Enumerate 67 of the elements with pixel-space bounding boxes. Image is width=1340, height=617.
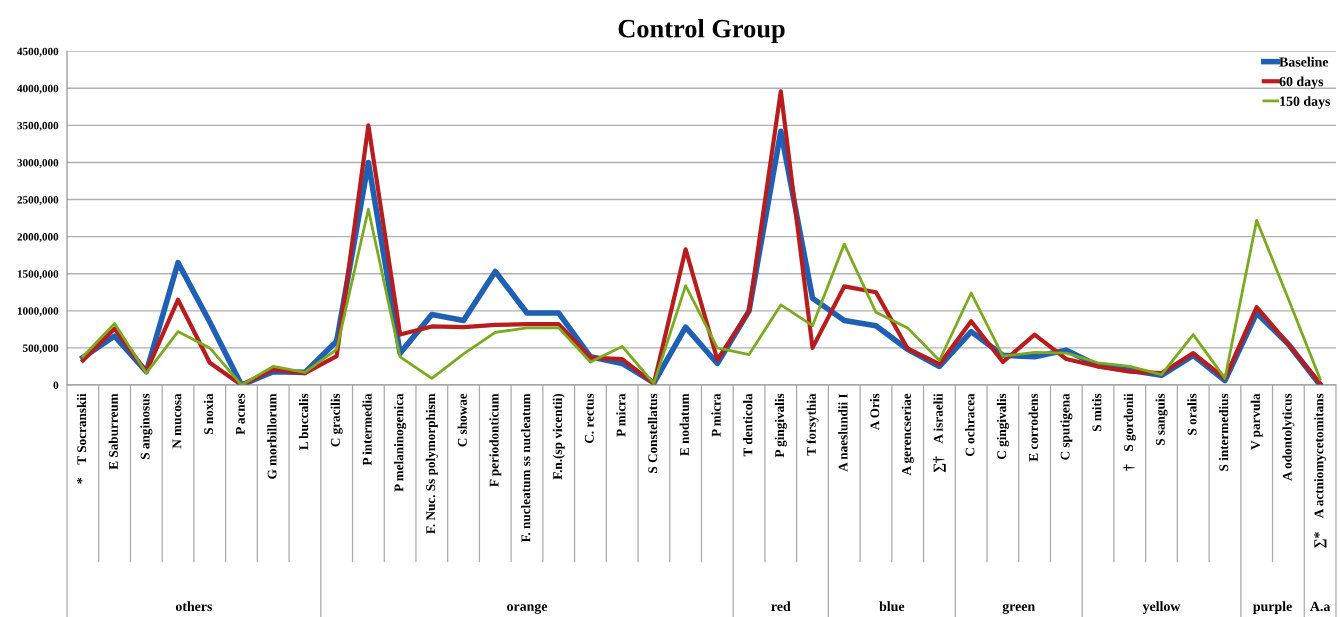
x-tick-label: T denticola xyxy=(743,393,753,457)
y-tick-label: 4000,000 xyxy=(17,84,59,94)
x-tick-label: T Socranskii xyxy=(76,393,87,465)
text: * xyxy=(77,477,83,484)
x-tick-label: P micra xyxy=(616,393,626,437)
text: red xyxy=(771,601,791,612)
legend-label: 60 days xyxy=(1279,76,1324,90)
text: † xyxy=(1123,464,1135,471)
x-tick-label: E nodatum xyxy=(679,393,689,456)
text: purple xyxy=(1253,601,1292,614)
text: others xyxy=(175,601,213,612)
x-tick-label: A actniomycetomitans xyxy=(1314,393,1327,519)
x-tick-label: G morbillorum xyxy=(267,393,277,479)
x-tick-label: S anginosus xyxy=(140,393,153,460)
x-tick-label: F.n.(sp vicentii) xyxy=(552,393,565,480)
x-tick-label: S mitis xyxy=(1092,393,1102,432)
x-tick-label: P intermedia xyxy=(362,393,372,466)
x-tick-label: T forsythia xyxy=(806,393,819,456)
x-tick-label: C showae xyxy=(457,393,467,447)
legend-label: Baseline xyxy=(1279,56,1329,67)
x-tick-label: S Constellatus xyxy=(647,393,658,473)
x-tick-label: S oralis xyxy=(1187,393,1197,435)
x-tick-label: A naeslundii I xyxy=(838,393,848,472)
chart-title: Control Group xyxy=(618,19,785,43)
y-tick-label: 2500,000 xyxy=(17,196,59,206)
x-tick-label: S sanguis xyxy=(1155,393,1168,446)
x-tick-label: E Saburreum xyxy=(108,393,118,470)
text: A.a xyxy=(1310,601,1331,612)
text: green xyxy=(1002,603,1035,614)
y-tick-label: 1500,000 xyxy=(17,270,59,280)
x-tick-label: A israelii xyxy=(933,393,943,444)
line-series xyxy=(81,207,1322,386)
x-tick-label: E corrodens xyxy=(1028,393,1038,462)
text: yellow xyxy=(1142,601,1181,614)
y-tick-label: 500,000 xyxy=(23,344,59,354)
x-tick-label: A odontolyticus xyxy=(1282,393,1295,481)
x-tick-label: C gracilis xyxy=(330,393,343,447)
y-tick-label: 4500,000 xyxy=(17,47,59,57)
x-tick-label: P micra xyxy=(711,393,721,437)
x-tick-label: C sputigena xyxy=(1060,393,1073,460)
x-tick-label: A gerencseriae xyxy=(901,393,914,476)
x-tick-label: S intermedius xyxy=(1218,393,1229,471)
x-tick-label: C ochracea xyxy=(965,393,975,457)
x-tick-label: P melaninogenica xyxy=(394,393,407,492)
x-tick-label: C gingivalis xyxy=(996,393,1009,460)
x-tick-label: V parvula xyxy=(1250,393,1263,450)
y-tick-label: 0 xyxy=(53,381,59,389)
x-tick-label: S gordonii xyxy=(1123,393,1136,451)
text: orange xyxy=(507,603,548,614)
x-tick-label: F. nucleatum ss nucleatum xyxy=(521,393,531,543)
x-tick-label: C. rectus xyxy=(584,393,594,444)
text: blue xyxy=(879,601,905,612)
x-tick-label: L buccalis xyxy=(298,393,309,450)
y-tick-label: 2000,000 xyxy=(17,233,59,243)
text: ∑† xyxy=(933,456,946,473)
text: ∑* xyxy=(1314,532,1327,548)
x-tick-label: P gingivalis xyxy=(774,393,787,458)
x-tick-label: N mucosa xyxy=(172,393,182,449)
y-tick-label: 3000,000 xyxy=(17,158,59,169)
x-tick-label: F. Nuc. Ss polymorphism xyxy=(425,393,438,534)
x-tick-label: P acnes xyxy=(236,393,245,435)
x-tick-label: A Oris xyxy=(869,393,880,431)
y-tick-label: 1000,000 xyxy=(17,307,59,317)
legend-label: 150 days xyxy=(1280,96,1331,109)
x-tick-label: S noxia xyxy=(203,393,214,435)
y-tick-label: 3500,000 xyxy=(17,121,59,131)
x-tick-label: F periodonticum xyxy=(489,393,502,487)
